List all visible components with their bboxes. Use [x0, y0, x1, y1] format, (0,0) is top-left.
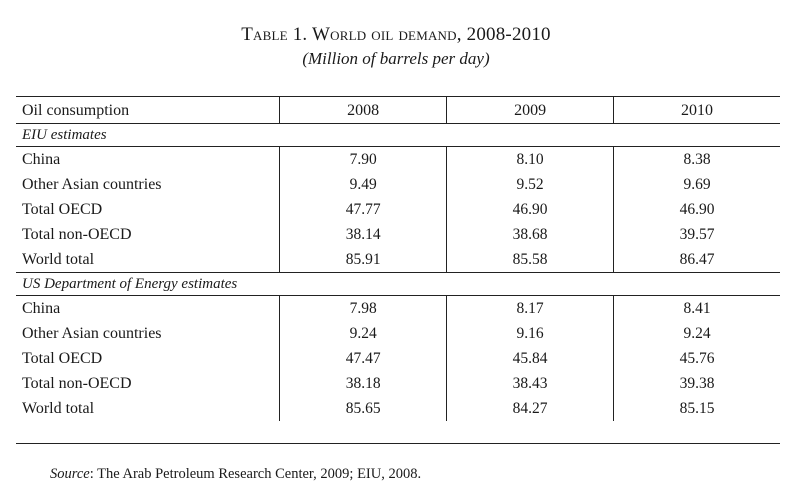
data-table: Oil consumption 2008 2009 2010 EIU estim… — [16, 97, 780, 421]
cell-2009: 46.90 — [446, 197, 614, 222]
table-row: Total OECD 47.47 45.84 45.76 — [16, 346, 780, 371]
header-year-2009: 2009 — [446, 97, 614, 124]
cell-2009: 8.10 — [446, 146, 614, 172]
header-year-2008: 2008 — [279, 97, 447, 124]
row-label: Total OECD — [22, 201, 103, 218]
table-row: World total 85.91 85.58 86.47 — [16, 247, 780, 273]
row-label: World total — [16, 247, 280, 273]
table-row: Other Asian countries 9.24 9.16 9.24 — [16, 321, 780, 346]
cell-2010: 8.38 — [613, 146, 780, 172]
cell-2010: 46.90 — [613, 197, 780, 222]
cell-2010: 45.76 — [613, 346, 780, 371]
row-label: Other Asian countries — [22, 325, 162, 342]
cell-2008: 9.49 — [279, 172, 447, 197]
section-label: EIU estimates — [16, 123, 780, 147]
cell-2010: 9.69 — [613, 172, 780, 197]
cell-2008: 7.90 — [279, 146, 447, 172]
cell-2009: 84.27 — [446, 396, 614, 421]
cell-2008: 85.65 — [279, 396, 447, 421]
row-label: China — [22, 151, 61, 168]
cell-2010: 9.24 — [613, 321, 780, 346]
row-label: Total non-OECD — [22, 375, 132, 392]
row-label: China — [22, 300, 61, 317]
cell-2008: 38.18 — [279, 371, 447, 396]
table-row: Total non-OECD 38.18 38.43 39.38 — [16, 371, 780, 396]
row-label: World total — [22, 400, 95, 417]
cell-2010: 85.15 — [613, 396, 780, 421]
cell-2009: 38.68 — [446, 222, 614, 247]
section-row-us-doe: US Department of Energy estimates — [16, 272, 780, 296]
cell-2008: 9.24 — [279, 321, 447, 346]
source-label: Source — [50, 466, 90, 482]
section-row-eiu: EIU estimates — [16, 123, 780, 147]
table-title: Table 1. World oil demand, 2008-2010 — [241, 24, 551, 45]
cell-2009: 85.58 — [446, 247, 614, 273]
cell-2010: 39.57 — [613, 222, 780, 247]
source-note: Source: The Arab Petroleum Research Cent… — [50, 465, 421, 483]
cell-2008: 47.77 — [279, 197, 447, 222]
cell-2010: 86.47 — [613, 247, 780, 273]
cell-2009: 45.84 — [446, 346, 614, 371]
cell-2009: 9.16 — [446, 321, 614, 346]
cell-2008: 85.91 — [279, 247, 447, 273]
table-row: China 7.90 8.10 8.38 — [16, 146, 780, 172]
row-label: Total OECD — [22, 350, 103, 367]
header-year-2010: 2010 — [613, 97, 780, 124]
oil-demand-table: Oil consumption 2008 2009 2010 EIU estim… — [16, 96, 780, 444]
table-row: China 7.98 8.17 8.41 — [16, 295, 780, 321]
cell-2008: 38.14 — [279, 222, 447, 247]
cell-2009: 8.17 — [446, 295, 614, 321]
cell-2010: 8.41 — [613, 295, 780, 321]
cell-2009: 9.52 — [446, 172, 614, 197]
table-row: Total non-OECD 38.14 38.68 39.57 — [16, 222, 780, 247]
row-label: Other Asian countries — [22, 176, 162, 193]
cell-2009: 38.43 — [446, 371, 614, 396]
header-oil-consumption: Oil consumption — [16, 97, 280, 124]
cell-2008: 47.47 — [279, 346, 447, 371]
header-row: Oil consumption 2008 2009 2010 — [16, 97, 780, 124]
table-row: Total OECD 47.77 46.90 46.90 — [16, 197, 780, 222]
table-subtitle: (Million of barrels per day) — [302, 49, 490, 68]
cell-2010: 39.38 — [613, 371, 780, 396]
row-label: Total non-OECD — [22, 226, 132, 243]
section-label: US Department of Energy estimates — [16, 272, 780, 296]
table-row: World total 85.65 84.27 85.15 — [16, 396, 780, 421]
source-text: : The Arab Petroleum Research Center, 20… — [89, 466, 422, 482]
table-row: Other Asian countries 9.49 9.52 9.69 — [16, 172, 780, 197]
cell-2008: 7.98 — [279, 295, 447, 321]
